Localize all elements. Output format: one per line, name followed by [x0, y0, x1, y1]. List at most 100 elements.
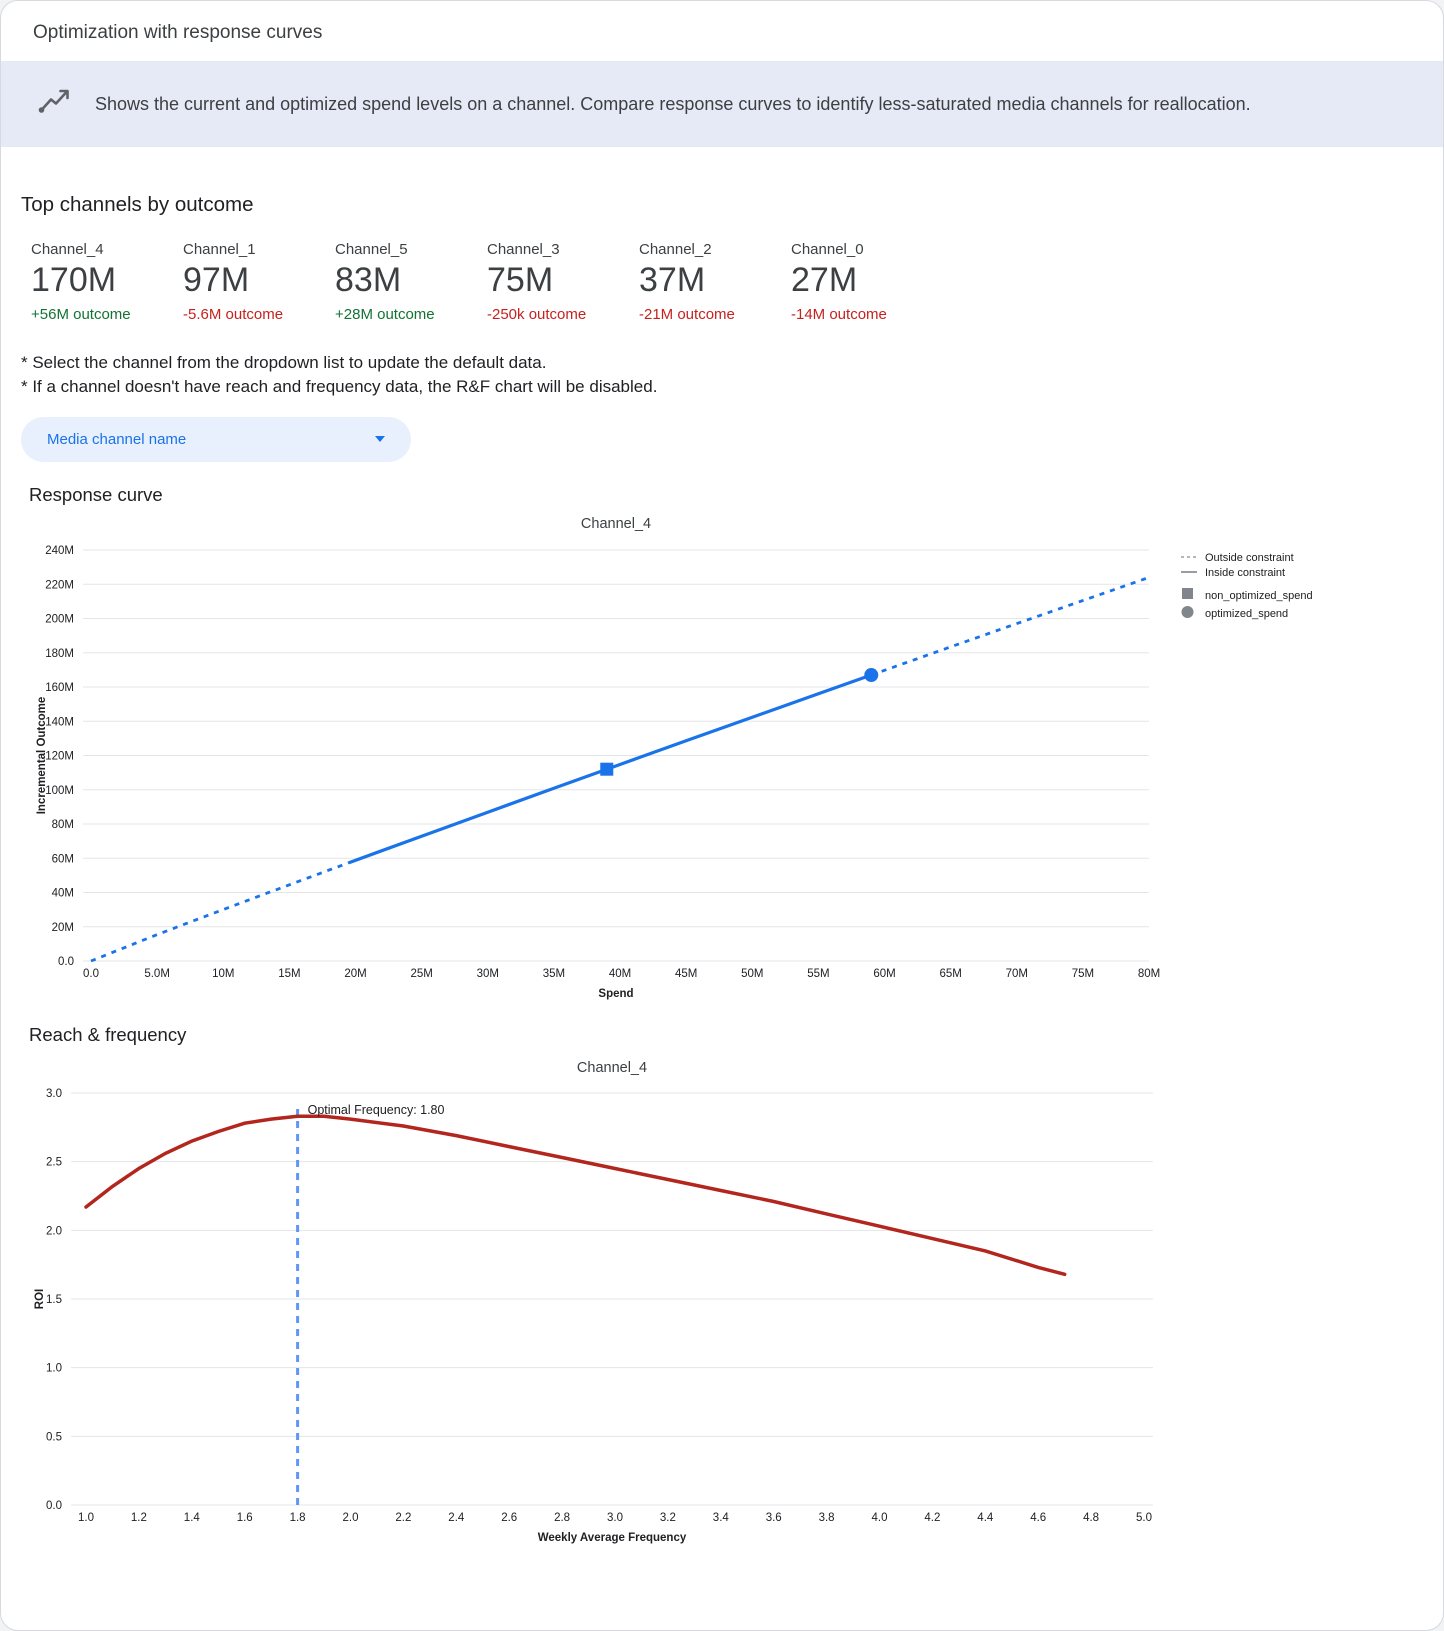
svg-text:50M: 50M — [741, 968, 763, 980]
channel-name: Channel_0 — [791, 241, 864, 258]
svg-text:10M: 10M — [212, 968, 234, 980]
svg-text:2.6: 2.6 — [501, 1512, 517, 1524]
card-header: Optimization with response curves — [1, 1, 1443, 61]
svg-text:0.5: 0.5 — [46, 1431, 62, 1443]
svg-text:2.5: 2.5 — [46, 1156, 62, 1168]
reach-frequency-chart: 0.0 0.5 1.0 1.5 2.0 2.5 3.0 1.0 1.2 1.4 1.6 1.8 2.0 2… — [34, 1060, 1153, 1544]
channel-name: Channel_3 — [487, 241, 560, 258]
svg-text:35M: 35M — [543, 968, 565, 980]
svg-text:75M: 75M — [1072, 968, 1094, 980]
channel-value: 97M — [183, 261, 250, 299]
channel-outcome: +56M outcome — [31, 306, 131, 323]
svg-text:1.2: 1.2 — [131, 1512, 147, 1524]
svg-text:2.4: 2.4 — [448, 1512, 465, 1524]
svg-text:optimized_spend: optimized_spend — [1205, 608, 1288, 620]
svg-text:2.0: 2.0 — [343, 1512, 359, 1524]
channel-value: 75M — [487, 261, 554, 299]
svg-text:Outside constraint: Outside constraint — [1205, 552, 1294, 564]
channel-outcome: -14M outcome — [791, 306, 887, 323]
svg-text:1.0: 1.0 — [78, 1512, 94, 1524]
svg-text:4.8: 4.8 — [1083, 1512, 1099, 1524]
svg-text:5.0M: 5.0M — [144, 968, 170, 980]
svg-text:1.0: 1.0 — [46, 1362, 62, 1374]
svg-text:240M: 240M — [45, 545, 74, 557]
channel-value: 37M — [639, 261, 706, 299]
svg-text:3.8: 3.8 — [819, 1512, 835, 1524]
svg-text:40M: 40M — [609, 968, 631, 980]
channel-value: 83M — [335, 261, 402, 299]
response-curve-heading: Response curve — [29, 483, 163, 505]
svg-text:20M: 20M — [52, 921, 74, 933]
usage-notes: * Select the channel from the dropdown l… — [21, 351, 1423, 399]
channel-card: Channel_5 83M +28M outcome — [335, 241, 487, 323]
svg-text:3.4: 3.4 — [713, 1512, 730, 1524]
svg-text:30M: 30M — [477, 968, 499, 980]
channel-name: Channel_4 — [31, 241, 104, 258]
channel-value: 170M — [31, 261, 117, 299]
svg-text:5.0: 5.0 — [1136, 1512, 1152, 1524]
svg-text:ROI: ROI — [34, 1288, 46, 1308]
svg-text:3.2: 3.2 — [660, 1512, 676, 1524]
svg-text:4.0: 4.0 — [872, 1512, 888, 1524]
svg-text:1.8: 1.8 — [290, 1512, 306, 1524]
svg-text:80M: 80M — [1138, 968, 1160, 980]
svg-text:220M: 220M — [45, 579, 74, 591]
top-channels-heading: Top channels by outcome — [21, 193, 254, 216]
channel-name: Channel_1 — [183, 241, 256, 258]
svg-text:60M: 60M — [873, 968, 895, 980]
svg-text:20M: 20M — [344, 968, 366, 980]
svg-text:180M: 180M — [45, 647, 74, 659]
info-banner: Shows the current and optimized spend le… — [1, 61, 1443, 147]
svg-text:Channel_4: Channel_4 — [581, 516, 651, 532]
svg-text:3.0: 3.0 — [46, 1088, 62, 1100]
channel-card: Channel_1 97M -5.6M outcome — [183, 241, 335, 323]
svg-text:0.0: 0.0 — [58, 956, 74, 968]
channel-outcome: +28M outcome — [335, 306, 435, 323]
media-channel-dropdown[interactable]: Media channel name — [21, 416, 411, 462]
svg-text:80M: 80M — [52, 819, 74, 831]
svg-text:Inside constraint: Inside constraint — [1205, 567, 1285, 579]
content-area: Top channels by outcome Channel_4 170M +… — [1, 193, 1443, 1555]
svg-text:55M: 55M — [807, 968, 829, 980]
svg-text:45M: 45M — [675, 968, 697, 980]
svg-text:4.4: 4.4 — [977, 1512, 994, 1524]
channel-card: Channel_3 75M -250k outcome — [487, 241, 639, 323]
svg-text:0.0: 0.0 — [46, 1500, 62, 1512]
svg-text:non_optimized_spend: non_optimized_spend — [1205, 590, 1313, 602]
note-line: * Select the channel from the dropdown l… — [21, 353, 547, 372]
page-title: Optimization with response curves — [33, 22, 323, 43]
banner-description: Shows the current and optimized spend le… — [95, 93, 1251, 114]
svg-text:1.4: 1.4 — [184, 1512, 201, 1524]
svg-text:4.2: 4.2 — [924, 1512, 940, 1524]
channel-outcome: -21M outcome — [639, 306, 735, 323]
chevron-down-icon — [375, 436, 385, 443]
reach-frequency-heading: Reach & frequency — [29, 1023, 187, 1045]
channel-card: Channel_2 37M -21M outcome — [639, 241, 791, 323]
svg-text:60M: 60M — [52, 853, 74, 865]
svg-text:140M: 140M — [45, 716, 74, 728]
svg-text:120M: 120M — [45, 750, 74, 762]
note-line: * If a channel doesn't have reach and fr… — [21, 376, 658, 396]
svg-text:1.6: 1.6 — [237, 1512, 253, 1524]
svg-text:2.8: 2.8 — [554, 1512, 570, 1524]
response-curve-figure: 0.0 20M 40M 60M 80M 100M 120M 140M 160M 180M 200M 2… — [31, 510, 1423, 1010]
response-curve-chart: 0.0 20M 40M 60M 80M 100M 120M 140M 160M 180M 200M 2… — [36, 516, 1313, 1000]
channel-outcome: -5.6M outcome — [183, 306, 284, 323]
svg-text:160M: 160M — [45, 682, 74, 694]
top-channels-row: Channel_4 170M +56M outcome Channel_1 97… — [31, 241, 1423, 323]
svg-text:Spend: Spend — [598, 988, 633, 1000]
svg-text:2.2: 2.2 — [395, 1512, 411, 1524]
svg-text:15M: 15M — [278, 968, 300, 980]
svg-text:4.6: 4.6 — [1030, 1512, 1046, 1524]
svg-text:3.0: 3.0 — [607, 1512, 623, 1524]
svg-text:100M: 100M — [45, 784, 74, 796]
svg-text:70M: 70M — [1006, 968, 1028, 980]
reach-frequency-figure: 0.0 0.5 1.0 1.5 2.0 2.5 3.0 1.0 1.2 1.4 1.6 1.8 2.0 2… — [31, 1050, 1423, 1555]
svg-text:0.0: 0.0 — [83, 968, 99, 980]
svg-text:25M: 25M — [410, 968, 432, 980]
svg-text:3.6: 3.6 — [766, 1512, 782, 1524]
svg-text:Channel_4: Channel_4 — [577, 1060, 647, 1076]
svg-text:Incremental Outcome: Incremental Outcome — [36, 696, 48, 814]
insights-icon — [37, 87, 73, 122]
